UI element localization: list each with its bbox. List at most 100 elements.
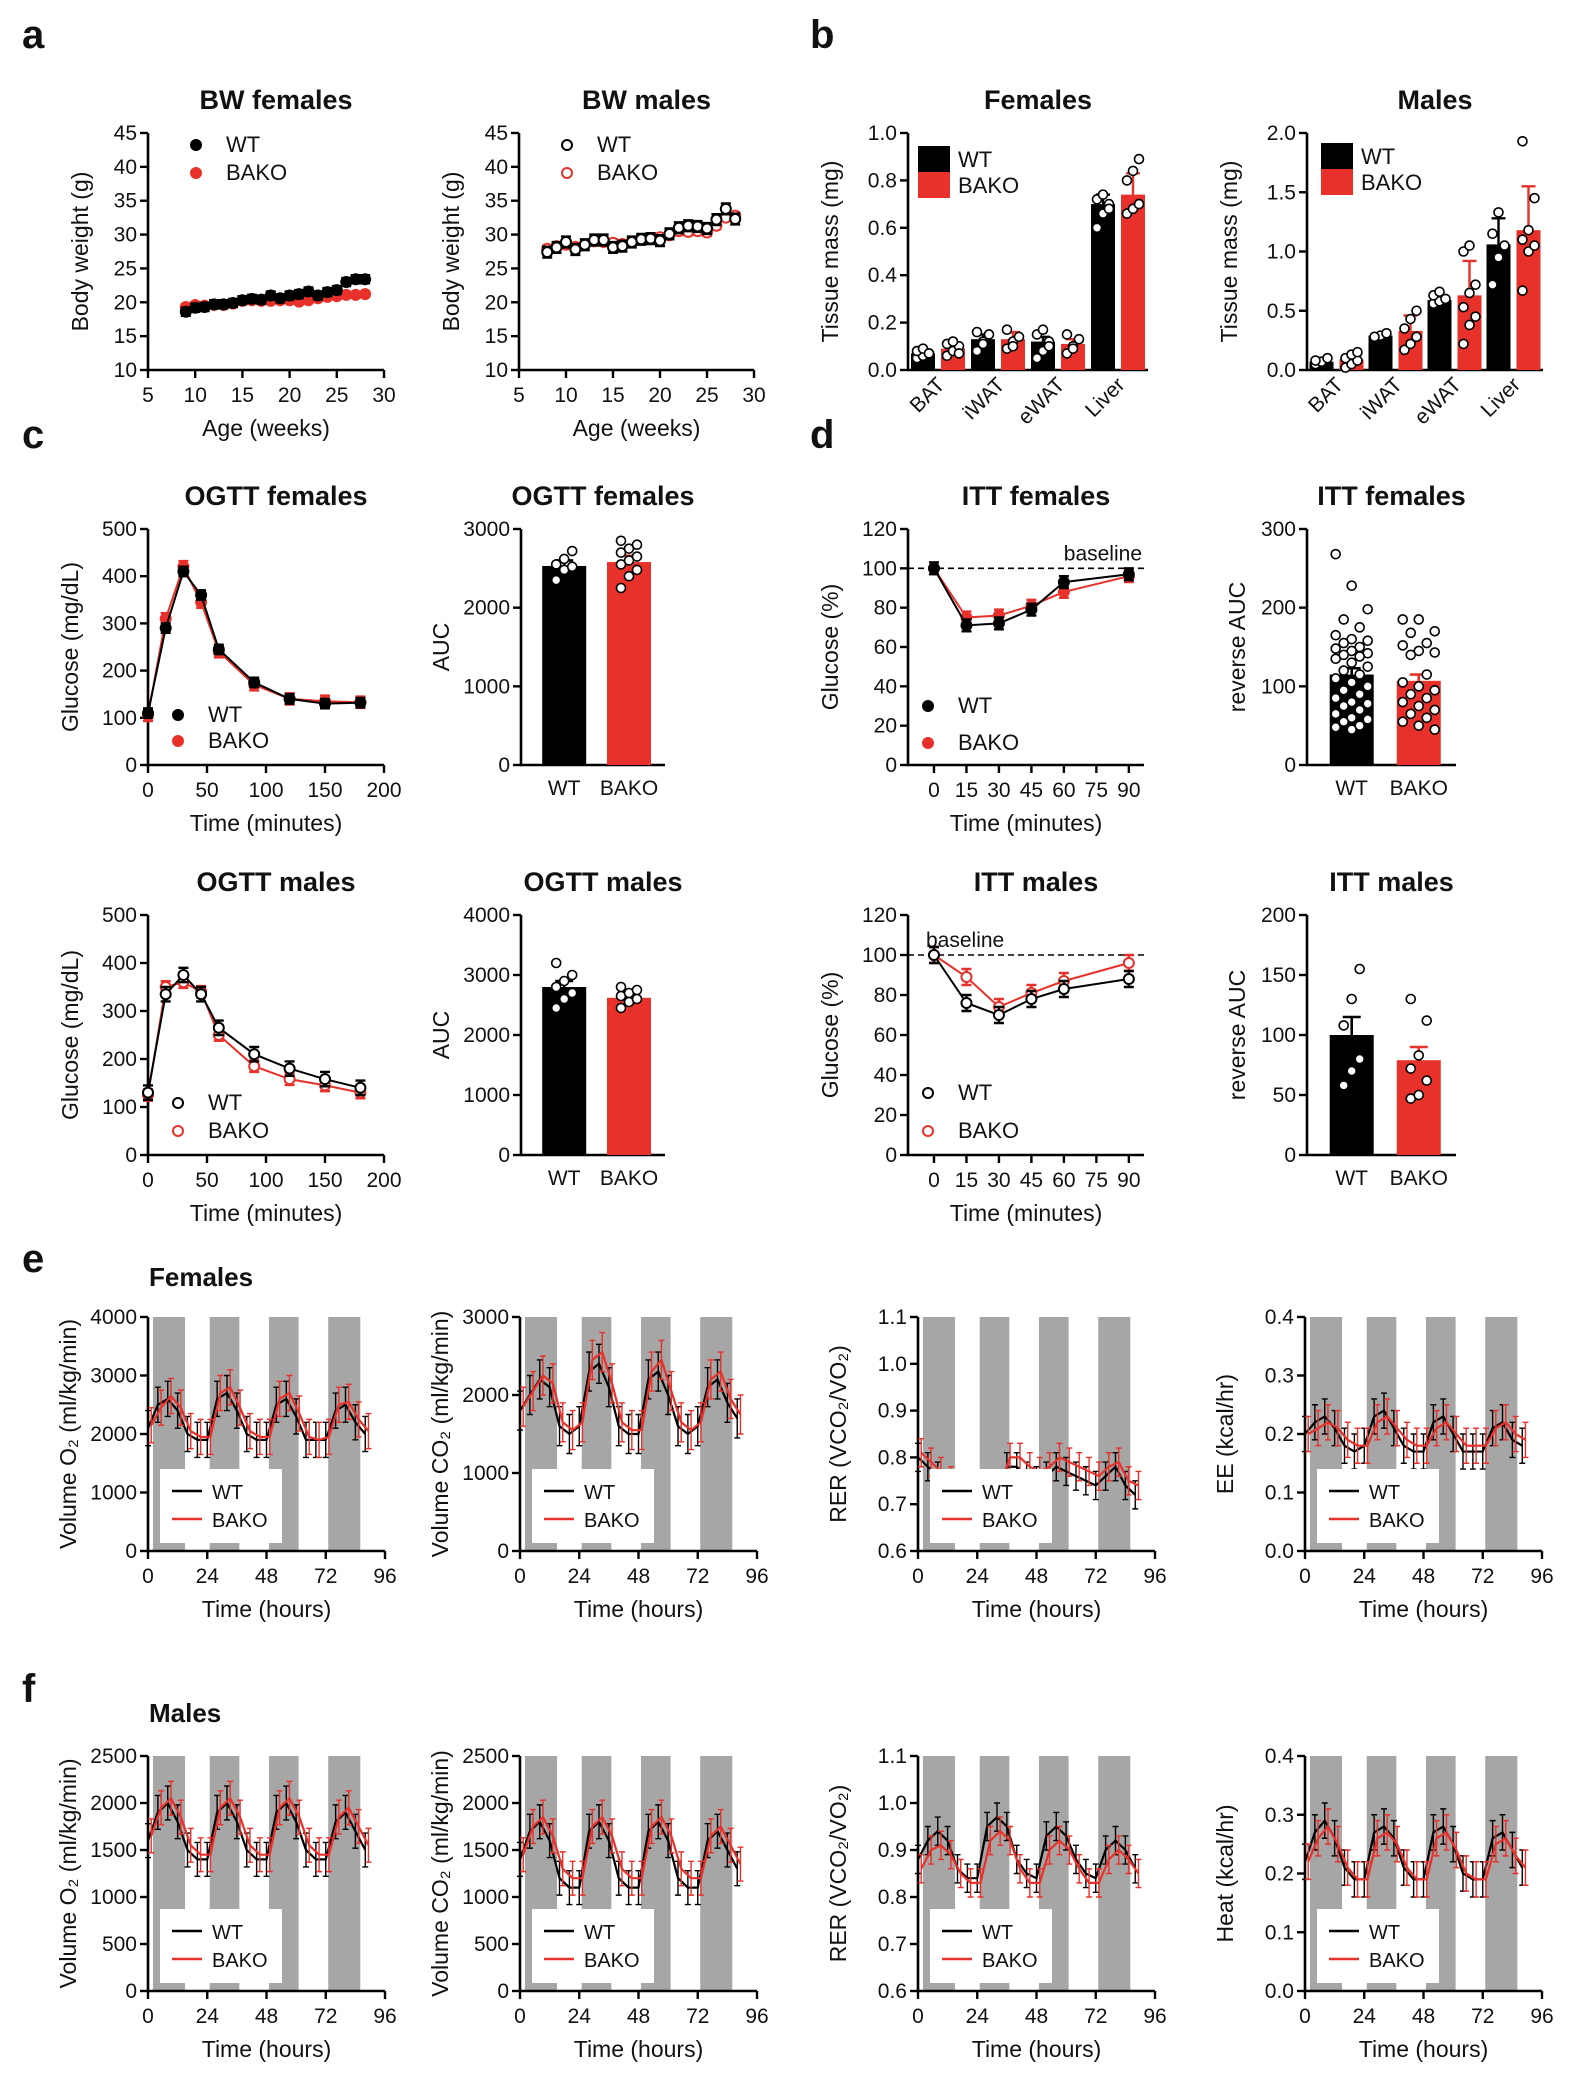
y-tick-label: 0.0 [1265,1540,1294,1563]
y-tick-label: 3000 [463,964,510,987]
chart-title: Males [1397,85,1472,115]
data-point [1031,352,1043,364]
y-tick-label: 0.4 [1265,1306,1295,1329]
x-tick-label: 0 [142,1169,154,1192]
chart-heat-males: 0.0 0.1 0.2 0.3 0.4 Heat (kcal/hr) 0 24 48 72 96 Ti… [1212,1745,1554,2062]
x-axis-label: Time (minutes) [190,810,343,836]
bar-wt [1486,244,1511,370]
data-point [1421,692,1433,704]
x-category-label: WT [548,1167,581,1190]
y-tick-label: 0.6 [878,1540,907,1563]
y-tick-label: 30 [485,224,508,247]
y-tick-label: 1500 [462,1839,509,1862]
data-point [1338,637,1349,649]
y-tick-label: 150 [1261,964,1296,987]
series-line-bako [147,564,361,716]
y-tick-label: 10 [485,359,508,382]
y-tick-label: 80 [874,597,897,620]
legend-box [532,1909,654,1983]
data-point [1405,338,1416,350]
data-point [1330,721,1341,733]
data-point-wt [701,222,713,235]
y-tick-label: 1000 [463,1084,510,1107]
legend-box [1317,1909,1439,1983]
y-axis-label: reverse AUC [1224,582,1250,712]
legend-label: WT [1369,1922,1400,1944]
x-category-label: Liver [1081,373,1129,421]
x-tick-label: 0 [142,2005,154,2028]
data-point [1440,293,1451,305]
series-line-bako [1307,1415,1527,1447]
data-point [1470,311,1481,322]
data-point-wt [578,238,591,251]
data-point-wt [159,988,172,1001]
y-tick-label: 35 [114,190,137,213]
x-axis-label: Time (hours) [972,1596,1102,1622]
data-point-wt [663,227,676,240]
legend-label: BAKO [1369,1950,1425,1972]
data-point [1405,649,1417,661]
legend-label: BAKO [212,1510,268,1532]
data-point [1346,1065,1357,1077]
legend-label: WT [208,1090,242,1115]
x-tick-label: 20 [278,384,301,407]
data-point-wt [142,1086,154,1099]
chart-tissue-females: Females 0.0 0.2 0.4 0.6 0.8 1.0 Tissue mass (mg… [817,85,1148,429]
x-category-label: Liver [1477,373,1525,421]
data-point [1097,189,1109,200]
x-tick-label: 24 [1353,2005,1377,2028]
data-point-wt [560,236,572,249]
x-category-label: WT [1335,777,1368,800]
y-tick-label: 0 [1284,754,1296,777]
y-axis-label: Volume O₂ (ml/kg/min) [55,1758,81,1988]
x-axis-label: Time (hours) [202,1596,332,1622]
y-tick-label: 50 [1273,1084,1296,1107]
data-point [1523,224,1534,236]
error-bar [1522,1421,1529,1459]
y-tick-label: 0.3 [1265,1365,1294,1388]
chart-rer-males: 0.6 0.7 0.8 0.9 1.0 1.1 RER (VCO₂/VO₂) 0 24 48 72 9… [825,1745,1167,2062]
data-point [1411,305,1422,317]
data-point [1362,681,1373,692]
x-tick-label: 72 [686,1565,709,1588]
y-axis-label: Volume CO₂ (ml/kg/min) [427,1750,453,1997]
x-axis-label: Time (hours) [574,1596,704,1622]
data-point [1458,301,1469,313]
y-tick-label: 0 [125,754,137,777]
data-point [550,1002,562,1014]
legend-marker-wt [922,700,934,712]
chart-ee-females: 0.0 0.1 0.2 0.3 0.4 EE (kcal/hr) 0 24 48 72 96 Time… [1212,1306,1554,1622]
legend-box [160,1909,282,1983]
data-point [566,969,578,981]
y-tick-label: 100 [1261,1024,1296,1047]
y-tick-label: 0.9 [878,1400,907,1423]
data-point [1429,647,1441,658]
data-point [1362,661,1373,672]
data-point [1346,993,1357,1005]
data-point [615,1002,627,1014]
data-point [1413,681,1425,692]
x-category-label: BAT [1304,373,1348,417]
data-point [1405,627,1417,639]
section-label-males: Males [149,1698,221,1728]
chart-itt-females-auc: ITT females 0 100 200 300 reverse AUC WT BAKO [1224,481,1466,800]
data-point [1421,1015,1433,1026]
legend-label: WT [958,147,992,172]
data-point-wt [672,221,685,234]
panel-label-a: a [22,13,45,57]
y-tick-label: 0.0 [868,359,897,382]
legend-marker-bako [561,167,573,179]
x-tick-label: 24 [568,2005,592,2028]
legend-label: WT [958,693,992,718]
legend-marker-bako [190,167,202,179]
chart-tissue-males: Males 0.0 0.5 1.0 1.5 2.0 Tissue mass (mg) BAT i… [1216,85,1543,429]
data-point [631,564,643,576]
legend-label: BAKO [226,160,287,185]
y-tick-label: 0.0 [1265,1980,1294,2003]
data-point [1127,165,1139,177]
x-category-label: BAKO [1390,1167,1448,1190]
y-axis-label: Body weight (g) [67,172,93,332]
x-tick-label: 96 [373,1565,396,1588]
baseline-label: baseline [926,929,1004,952]
data-point [1338,684,1349,696]
